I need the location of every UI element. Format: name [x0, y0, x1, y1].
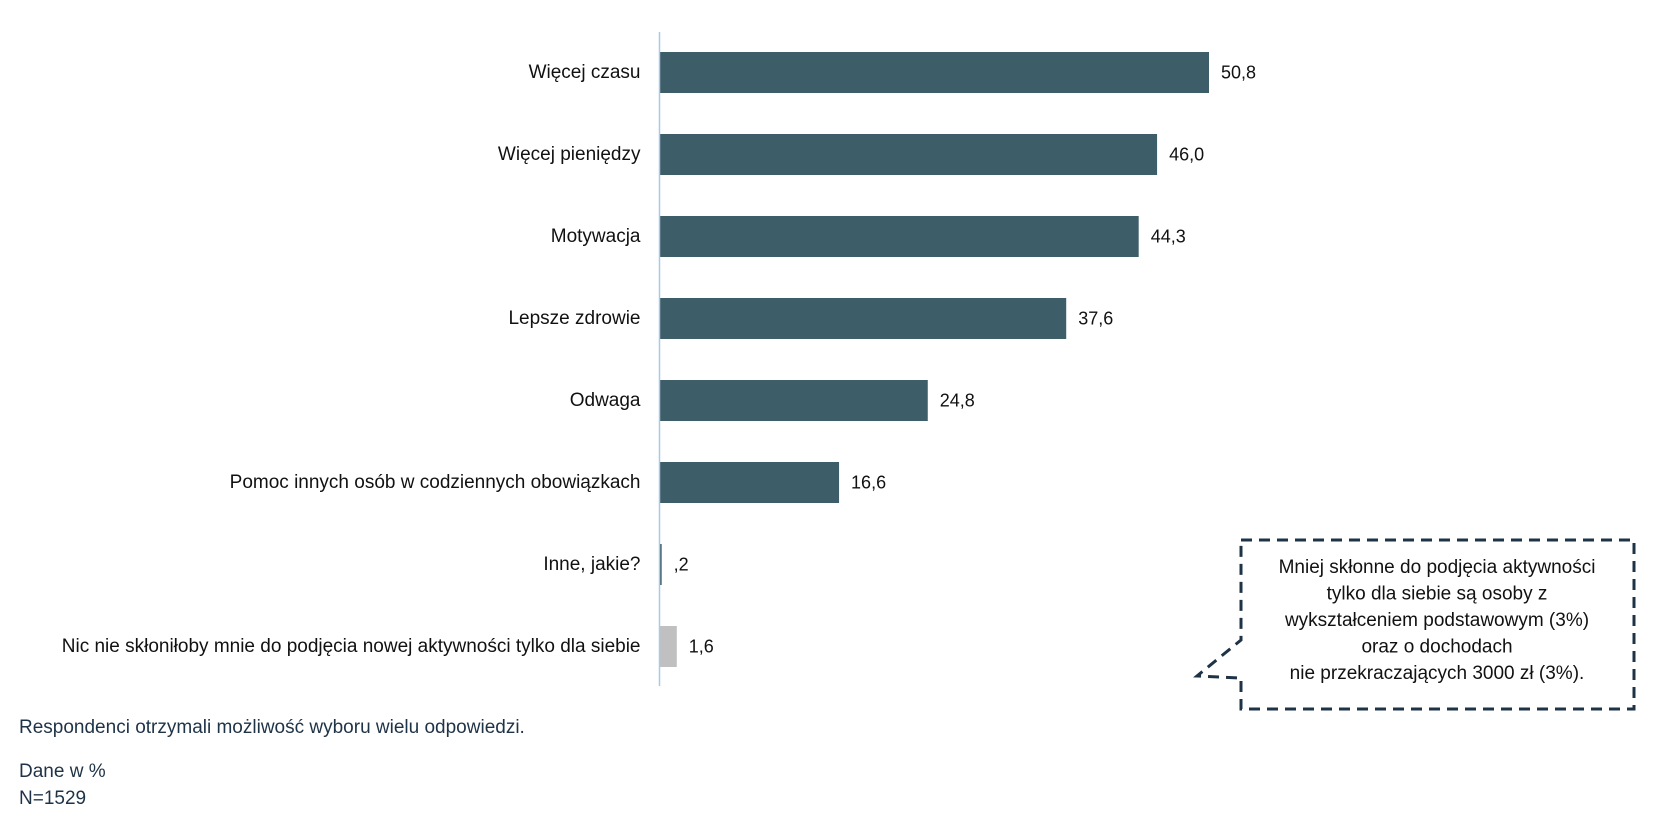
- bar-3: [659, 216, 1139, 257]
- bar-5: [659, 380, 928, 421]
- value-label: 44,3: [1151, 227, 1186, 247]
- callout-line: Mniej skłonne do podjęcia aktywności: [1279, 557, 1596, 578]
- category-label: Więcej czasu: [529, 62, 641, 83]
- value-label: 16,6: [851, 473, 886, 493]
- callout: Mniej skłonne do podjęcia aktywności tylk…: [1193, 538, 1636, 711]
- bar-1: [659, 52, 1209, 93]
- value-label: 1,6: [689, 637, 714, 657]
- bar-8: [659, 626, 677, 667]
- category-label: Odwaga: [570, 390, 641, 411]
- category-label: Pomoc innych osób w codziennych obowiązk…: [230, 472, 641, 493]
- category-label: Motywacja: [551, 226, 641, 247]
- bar-6: [659, 462, 840, 503]
- callout-box: [1193, 538, 1636, 711]
- bars-layer: [659, 52, 1209, 667]
- multi-choice-note: Respondenci otrzymali możliwość wyboru w…: [19, 717, 525, 738]
- unit-note: Dane w %: [19, 761, 106, 782]
- bar-4: [659, 298, 1067, 339]
- bar-7: [659, 544, 662, 585]
- value-label: 50,8: [1221, 63, 1256, 83]
- value-label: 46,0: [1169, 145, 1204, 165]
- sample-size-note: N=1529: [19, 788, 87, 809]
- callout-line: nie przekraczających 3000 zł (3%).: [1290, 663, 1585, 684]
- bar-2: [659, 134, 1158, 175]
- category-label: Lepsze zdrowie: [508, 308, 640, 329]
- category-labels: Więcej czasu Więcej pieniędzy Motywacja Lep…: [62, 62, 641, 657]
- value-label: ,2: [674, 555, 689, 575]
- callout-line: oraz o dochodach: [1361, 637, 1512, 658]
- category-label: Więcej pieniędzy: [498, 144, 641, 165]
- category-label: Inne, jakie?: [543, 554, 640, 575]
- callout-line: tylko dla siebie są osoby z: [1327, 584, 1548, 605]
- category-label: Nic nie skłoniłoby mnie do podjęcia nowe…: [62, 636, 641, 657]
- value-label: 24,8: [940, 391, 975, 411]
- value-labels: 50,8 46,0 44,3 37,6 24,8 16,6 ,2 1,6: [674, 63, 1256, 657]
- callout-text: Mniej skłonne do podjęcia aktywności tylk…: [1279, 557, 1596, 684]
- callout-line: wykształceniem podstawowym (3%): [1284, 610, 1589, 631]
- value-label: 37,6: [1078, 309, 1113, 329]
